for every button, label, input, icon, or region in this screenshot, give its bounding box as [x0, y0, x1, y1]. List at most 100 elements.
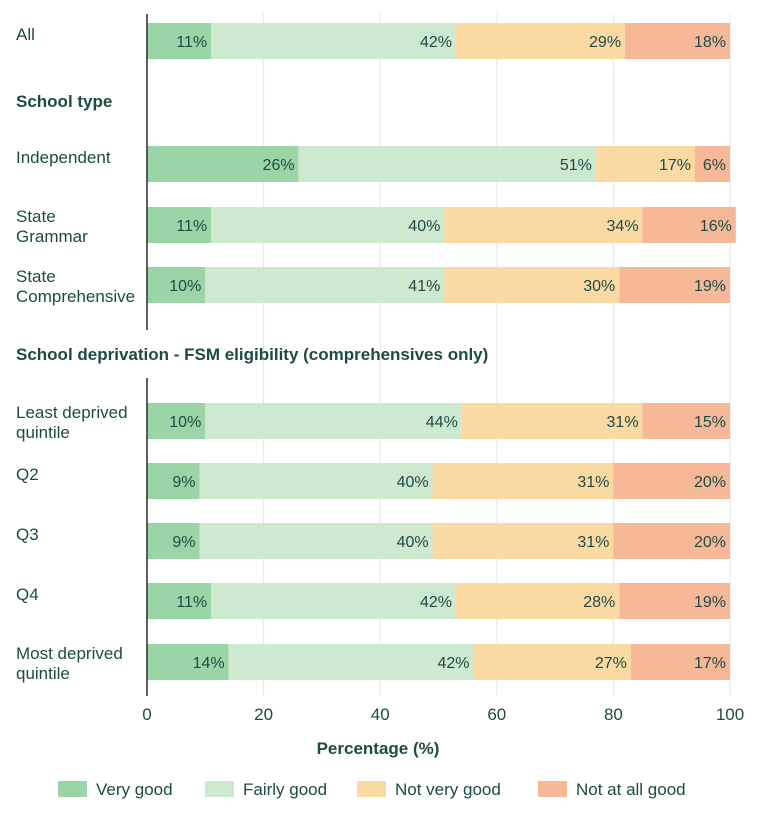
data-label: 17%	[694, 655, 726, 672]
category-label-line: Grammar	[16, 227, 88, 246]
data-label: 40%	[408, 218, 440, 235]
category-label: Q3	[16, 525, 39, 544]
data-label: 44%	[426, 414, 458, 431]
data-label: 30%	[583, 278, 615, 295]
bar-segment	[444, 267, 620, 303]
category-label: Least deprived quintile	[16, 403, 128, 442]
data-label: 40%	[397, 474, 429, 491]
data-label: 19%	[694, 594, 726, 611]
bar-segment	[473, 644, 631, 680]
category-label: Independent	[16, 148, 111, 167]
legend-label: Fairly good	[243, 780, 327, 799]
data-label: 9%	[172, 474, 195, 491]
x-tick-label: 60	[487, 705, 506, 724]
category-label-line: Independent	[16, 148, 111, 167]
bar-segment	[630, 644, 730, 680]
legend-label: Not at all good	[576, 780, 686, 799]
bar-segment	[147, 403, 206, 439]
legend-swatch	[205, 781, 234, 797]
data-label: 14%	[193, 655, 225, 672]
data-label: 34%	[607, 218, 639, 235]
category-label-line: Q4	[16, 585, 39, 604]
gridlines	[263, 14, 731, 696]
bar-segment	[298, 146, 596, 182]
category-label-line: State	[16, 207, 56, 226]
data-label: 42%	[437, 655, 469, 672]
data-label: 19%	[694, 278, 726, 295]
bar-segment	[461, 403, 643, 439]
category-label-line: quintile	[16, 664, 70, 683]
category-label: State Comprehensive	[16, 267, 135, 306]
section-heading: School deprivation - FSM eligibility (co…	[16, 345, 488, 364]
bar-segment	[455, 23, 626, 59]
bar-segment	[147, 523, 200, 559]
bars: 11% 42% 29% 18% 26% 51% 17% 6% 11% 40% 34% 16% 10% 41…	[147, 23, 736, 680]
bar-segment	[595, 146, 696, 182]
x-axis-title: Percentage (%)	[317, 739, 440, 758]
bar-segment	[199, 463, 433, 499]
category-label: State Grammar	[16, 207, 88, 246]
bar-segment	[211, 583, 456, 619]
bar-segment	[147, 463, 200, 499]
bar-segment	[205, 403, 462, 439]
data-label: 9%	[172, 534, 195, 551]
data-label: 10%	[169, 414, 201, 431]
bar-segment	[147, 207, 212, 243]
category-label-line: Most deprived	[16, 644, 123, 663]
axes: 0 20 40 60 80 100	[142, 14, 744, 724]
bar-segment	[613, 463, 730, 499]
legend-label: Very good	[96, 780, 173, 799]
data-label: 10%	[169, 278, 201, 295]
bar-segment	[642, 403, 730, 439]
data-label: 51%	[560, 157, 592, 174]
x-tick-label: 80	[604, 705, 623, 724]
category-label-line: Q3	[16, 525, 39, 544]
legend-swatch	[58, 781, 87, 797]
bar-segment	[432, 523, 614, 559]
bar-segment	[619, 267, 730, 303]
data-label: 29%	[589, 34, 621, 51]
category-label-line: State	[16, 267, 56, 286]
data-label: 26%	[263, 157, 295, 174]
category-label: Q2	[16, 465, 39, 484]
x-tick-label: 40	[371, 705, 390, 724]
x-tick-label: 100	[716, 705, 744, 724]
data-label: 31%	[577, 474, 609, 491]
data-label: 27%	[595, 655, 627, 672]
data-label: 6%	[703, 157, 726, 174]
data-label: 17%	[659, 157, 691, 174]
data-label: 42%	[420, 34, 452, 51]
data-label: 31%	[577, 534, 609, 551]
bar-segment	[432, 463, 614, 499]
data-label: 18%	[694, 34, 726, 51]
legend: Very good Fairly good Not very good Not at …	[58, 780, 686, 799]
bar-segment	[613, 523, 730, 559]
data-label: 20%	[694, 474, 726, 491]
bar-segment	[147, 267, 206, 303]
data-label: 20%	[694, 534, 726, 551]
category-label: Most deprived quintile	[16, 644, 123, 683]
bar-segment	[228, 644, 474, 680]
category-labels: School type School deprivation - FSM elig…	[16, 25, 488, 683]
bar-segment	[211, 23, 456, 59]
data-label: 11%	[176, 594, 207, 611]
bar-segment	[147, 583, 212, 619]
data-label: 11%	[176, 218, 207, 235]
bar-segment	[642, 207, 736, 243]
legend-label: Not very good	[395, 780, 501, 799]
category-label-line: Q2	[16, 465, 39, 484]
bar-segment	[619, 583, 730, 619]
data-label: 28%	[583, 594, 615, 611]
bar-segment	[147, 146, 299, 182]
bar-segment	[147, 644, 229, 680]
bar-segment	[625, 23, 730, 59]
data-label: 15%	[694, 414, 726, 431]
category-label: Q4	[16, 585, 39, 604]
legend-swatch	[357, 781, 386, 797]
x-tick-label: 20	[254, 705, 273, 724]
data-label: 31%	[607, 414, 639, 431]
bar-segment	[205, 267, 445, 303]
data-label: 16%	[700, 218, 732, 235]
bar-segment	[211, 207, 445, 243]
